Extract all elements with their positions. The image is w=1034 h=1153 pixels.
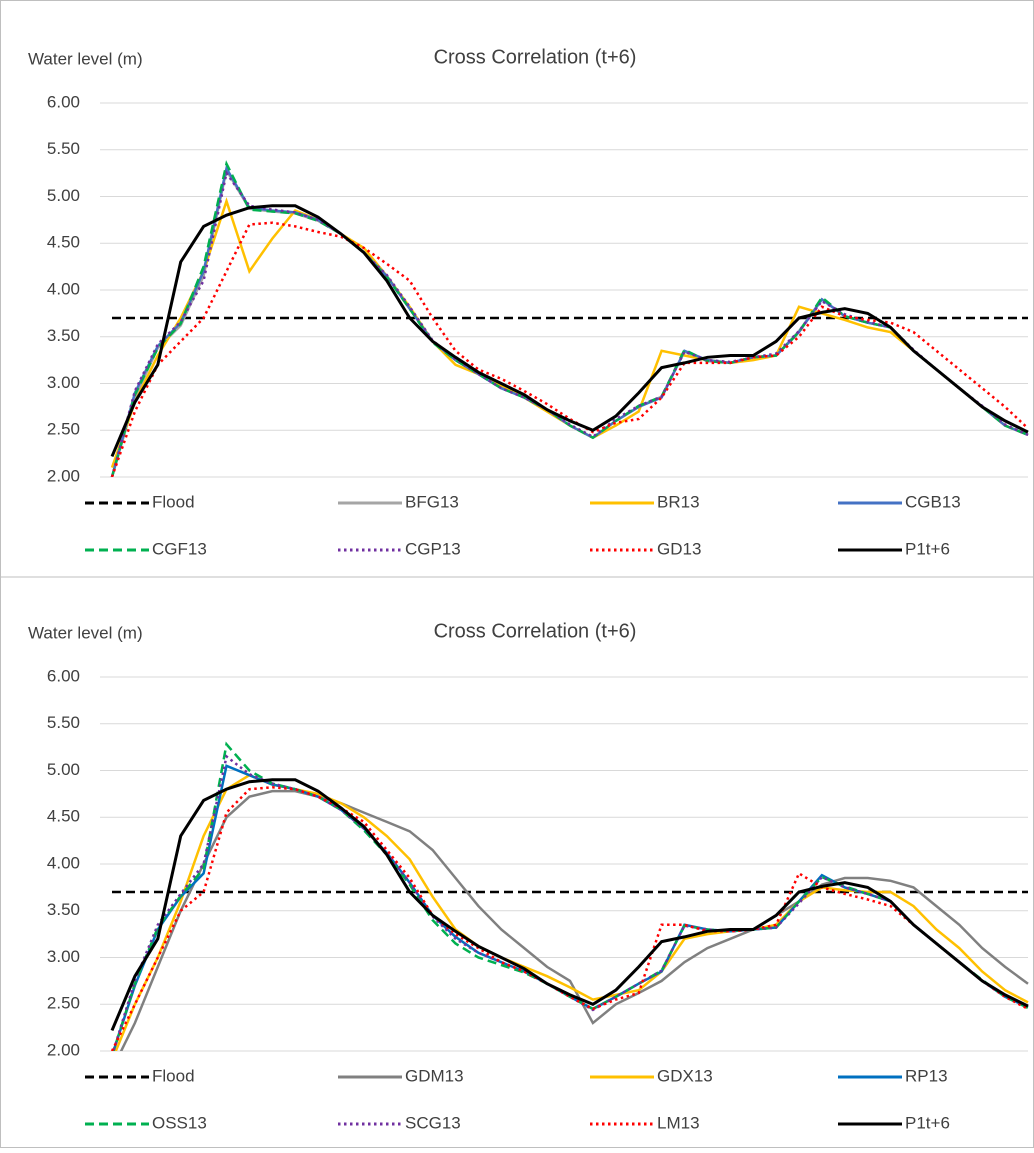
series-line bbox=[110, 170, 1029, 477]
y-tick-label: 2.00 bbox=[47, 1040, 80, 1059]
legend-label: Flood bbox=[152, 492, 195, 511]
legend-label: P1t+6 bbox=[905, 1113, 950, 1132]
legend-label: RP13 bbox=[905, 1066, 948, 1085]
series-line bbox=[110, 160, 1029, 477]
legend-label: LM13 bbox=[657, 1113, 700, 1132]
y-tick-label: 6.00 bbox=[47, 666, 80, 685]
legend-label: GDX13 bbox=[657, 1066, 713, 1085]
y-tick-label: 3.50 bbox=[47, 326, 80, 345]
y-tick-label: 3.00 bbox=[47, 947, 80, 966]
chart-panel: Cross Correlation (t+6) Water level (m) 2.… bbox=[28, 620, 1029, 1132]
legend-label: SCG13 bbox=[405, 1113, 461, 1132]
y-tick-label: 2.00 bbox=[47, 466, 80, 485]
chart-panel: Cross Correlation (t+6) Water level (m) 2.… bbox=[28, 46, 1029, 558]
y-tick-label: 5.00 bbox=[47, 760, 80, 779]
y-tick-label: 6.00 bbox=[47, 92, 80, 111]
legend-label: CGP13 bbox=[405, 539, 461, 558]
legend-label: CGF13 bbox=[152, 539, 207, 558]
y-tick-label: 5.50 bbox=[47, 713, 80, 732]
series-line bbox=[110, 221, 1029, 477]
y-tick-label: 5.00 bbox=[47, 186, 80, 205]
y-tick-label: 3.00 bbox=[47, 373, 80, 392]
legend-label: GD13 bbox=[657, 539, 701, 558]
y-tick-label: 5.50 bbox=[47, 139, 80, 158]
series-line bbox=[112, 741, 1029, 1051]
legend-label: BR13 bbox=[657, 492, 700, 511]
y-tick-label: 3.50 bbox=[47, 900, 80, 919]
legend-label: GDM13 bbox=[405, 1066, 464, 1085]
y-tick-label: 2.50 bbox=[47, 994, 80, 1013]
y-axis-label: Water level (m) bbox=[28, 49, 143, 68]
legend-label: BFG13 bbox=[405, 492, 459, 511]
chart-title: Cross Correlation (t+6) bbox=[434, 620, 637, 642]
series-line bbox=[119, 789, 1029, 1051]
chart-title: Cross Correlation (t+6) bbox=[434, 46, 637, 68]
legend-label: CGB13 bbox=[905, 492, 961, 511]
legend-label: Flood bbox=[152, 1066, 195, 1085]
y-tick-label: 4.00 bbox=[47, 279, 80, 298]
y-tick-label: 2.50 bbox=[47, 420, 80, 439]
series-line bbox=[110, 204, 1029, 457]
y-axis-label: Water level (m) bbox=[28, 623, 143, 642]
y-tick-label: 4.50 bbox=[47, 807, 80, 826]
y-tick-label: 4.50 bbox=[47, 233, 80, 252]
legend-label: P1t+6 bbox=[905, 539, 950, 558]
legend-label: OSS13 bbox=[152, 1113, 207, 1132]
series-line bbox=[110, 778, 1029, 1031]
y-tick-label: 4.00 bbox=[47, 853, 80, 872]
